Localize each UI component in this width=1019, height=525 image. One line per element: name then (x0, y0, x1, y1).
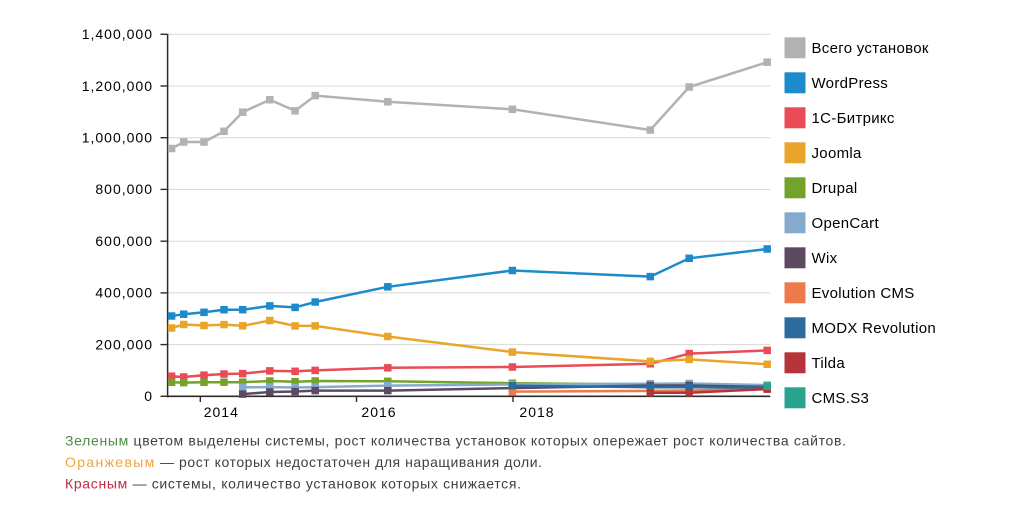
svg-text:Оранжевым — рост которых недос: Оранжевым — рост которых недостаточен дл… (65, 454, 543, 470)
svg-text:WordPress: WordPress (812, 75, 889, 92)
svg-text:2014: 2014 (204, 404, 239, 420)
svg-text:Evolution CMS: Evolution CMS (812, 285, 915, 302)
svg-text:1,400,000: 1,400,000 (82, 26, 153, 42)
svg-text:0: 0 (144, 388, 153, 404)
svg-text:2016: 2016 (361, 404, 396, 420)
svg-text:Красным — системы, количество: Красным — системы, количество установок … (65, 476, 522, 492)
svg-text:2018: 2018 (519, 404, 554, 420)
svg-text:1,000,000: 1,000,000 (82, 130, 153, 146)
svg-text:400,000: 400,000 (95, 285, 153, 301)
svg-text:Зеленым цветом выделены систем: Зеленым цветом выделены системы, рост ко… (65, 433, 847, 449)
svg-text:Joomla: Joomla (812, 145, 863, 162)
svg-text:200,000: 200,000 (95, 336, 153, 352)
svg-text:Tilda: Tilda (812, 355, 846, 372)
svg-text:1С-Битрикс: 1С-Битрикс (812, 110, 895, 127)
svg-text:MODX Revolution: MODX Revolution (812, 320, 937, 337)
svg-text:1,200,000: 1,200,000 (82, 78, 153, 94)
svg-text:Drupal: Drupal (812, 180, 858, 197)
svg-text:CMS.S3: CMS.S3 (812, 390, 870, 407)
svg-text:Всего установок: Всего установок (812, 40, 929, 57)
svg-text:600,000: 600,000 (95, 233, 153, 249)
svg-text:800,000: 800,000 (95, 181, 153, 197)
svg-text:Wix: Wix (812, 250, 838, 267)
svg-text:OpenCart: OpenCart (812, 215, 880, 232)
